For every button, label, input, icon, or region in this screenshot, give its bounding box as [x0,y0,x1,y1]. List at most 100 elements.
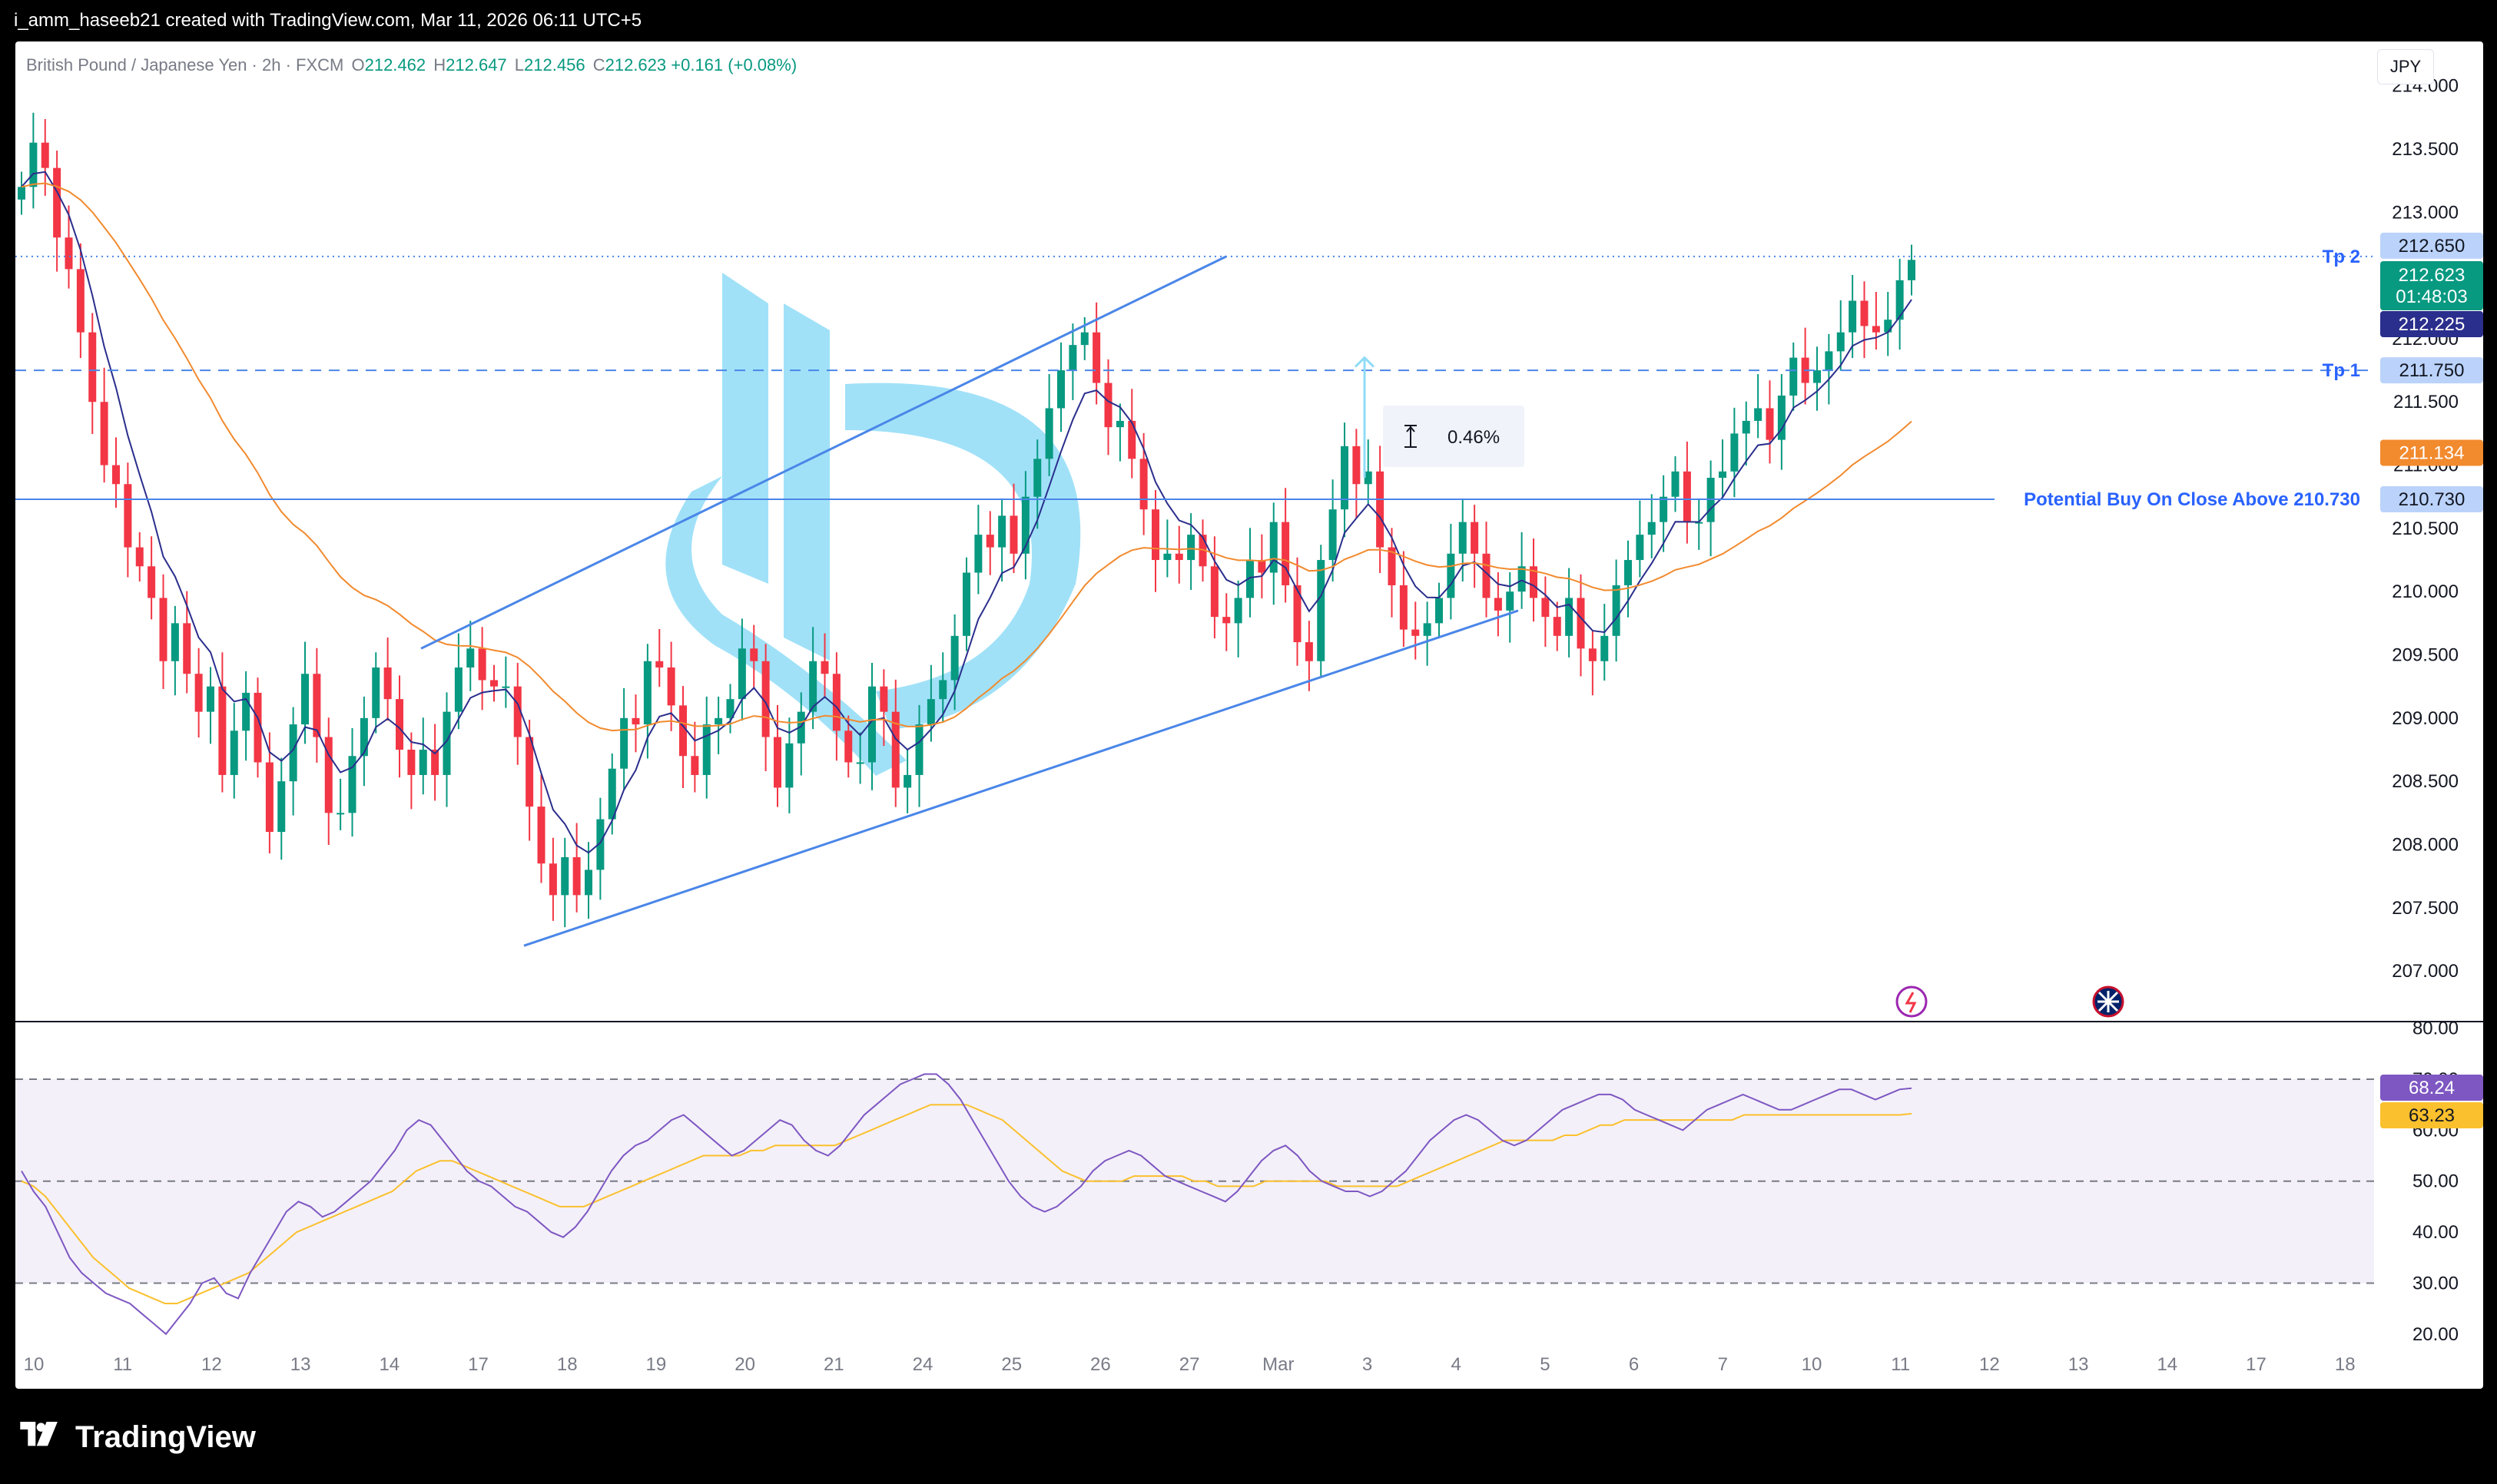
economic-event-icon[interactable] [1895,985,1928,1018]
candle-body[interactable] [1695,522,1703,524]
candle-body[interactable] [1636,535,1644,561]
candle-body[interactable] [1541,598,1550,618]
candle-body[interactable] [750,648,758,661]
candle-body[interactable] [490,680,498,687]
candle-body[interactable] [1458,522,1467,554]
candle-body[interactable] [135,547,144,567]
candle-body[interactable] [1766,408,1774,440]
candle-body[interactable] [1187,535,1195,561]
candle-body[interactable] [1045,408,1053,459]
candle-body[interactable] [1754,408,1762,421]
candle-body[interactable] [1364,471,1372,485]
candle-body[interactable] [1399,585,1408,630]
candle-body[interactable] [443,711,451,775]
candle-body[interactable] [549,863,557,896]
currency-selector[interactable]: JPY [2377,49,2434,84]
candle-body[interactable] [1471,522,1479,554]
candle-body[interactable] [41,142,49,168]
candle-body[interactable] [194,674,203,712]
candle-body[interactable] [1647,522,1656,535]
candle-body[interactable] [1884,320,1892,333]
candle-body[interactable] [844,730,853,763]
candle-body[interactable] [585,870,592,896]
candle-body[interactable] [1777,396,1786,440]
candle-body[interactable] [880,686,888,712]
candle-body[interactable] [1282,522,1290,585]
candle-body[interactable] [950,635,959,681]
candle-body[interactable] [1719,471,1726,479]
candle-body[interactable] [891,711,900,788]
candle-body[interactable] [1624,560,1632,585]
symbol-name[interactable]: British Pound / Japanese Yen · 2h · FXCM [26,55,344,75]
candle-body[interactable] [324,737,333,813]
candle-body[interactable] [809,661,817,712]
candle-body[interactable] [1033,459,1042,497]
candle-body[interactable] [986,535,994,548]
candle-body[interactable] [1565,598,1573,636]
candle-body[interactable] [1789,357,1798,396]
candle-body[interactable] [419,750,427,775]
candle-body[interactable] [100,402,108,465]
candle-body[interactable] [1210,566,1219,618]
candle-body[interactable] [1482,553,1491,598]
candle-body[interactable] [963,572,970,636]
candle-body[interactable] [1588,648,1597,661]
candle-body[interactable] [407,750,416,775]
candle-body[interactable] [254,692,262,763]
candle-body[interactable] [738,648,746,700]
candle-body[interactable] [797,711,805,744]
candle-body[interactable] [454,667,463,712]
candle-body[interactable] [1506,591,1514,611]
candle-body[interactable] [372,667,380,718]
candle-body[interactable] [1612,585,1620,636]
candle-body[interactable] [1730,433,1739,472]
candle-body[interactable] [431,750,439,775]
candle-body[interactable] [774,737,781,788]
candle-body[interactable] [1080,332,1089,346]
candle-body[interactable] [1423,623,1431,636]
candle-body[interactable] [691,756,699,775]
candle-body[interactable] [1530,566,1537,598]
candle-body[interactable] [348,756,356,813]
candle-body[interactable] [702,724,711,775]
candle-body[interactable] [466,648,475,667]
candle-body[interactable] [1836,332,1845,352]
candle-body[interactable] [561,856,569,896]
candle-body[interactable] [1872,326,1880,333]
candle-body[interactable] [148,566,156,598]
candle-body[interactable] [1269,522,1278,573]
candle-body[interactable] [927,699,935,725]
candle-body[interactable] [29,142,38,187]
candle-body[interactable] [1093,332,1101,383]
candle-body[interactable] [1742,420,1750,434]
candle-body[interactable] [726,699,735,718]
candle-body[interactable] [265,762,274,833]
candle-body[interactable] [88,332,97,402]
candle-body[interactable] [1600,635,1609,661]
trendline-upper[interactable] [420,255,1227,650]
candle-body[interactable] [679,705,687,757]
candle-body[interactable] [856,762,864,764]
candle-body[interactable] [18,187,25,200]
candle-body[interactable] [1222,617,1231,624]
candle-body[interactable] [915,724,924,775]
candle-body[interactable] [1258,560,1266,573]
candle-body[interactable] [360,717,368,757]
candle-body[interactable] [1860,300,1869,326]
candle-body[interactable] [112,465,120,485]
candle-body[interactable] [337,813,345,815]
candle-body[interactable] [904,774,912,788]
candle-body[interactable] [1553,617,1561,636]
candle-body[interactable] [1163,553,1172,561]
candle-body[interactable] [868,686,876,763]
candle-body[interactable] [1813,370,1821,383]
candle-body[interactable] [1116,420,1124,428]
candle-body[interactable] [1660,496,1668,522]
candle-body[interactable] [1069,345,1077,371]
candle-body[interactable] [1317,560,1325,661]
candle-body[interactable] [478,648,486,681]
candle-body[interactable] [1104,383,1113,428]
candle-body[interactable] [1376,471,1384,548]
candle-body[interactable] [1388,547,1396,585]
candle-body[interactable] [124,484,132,548]
